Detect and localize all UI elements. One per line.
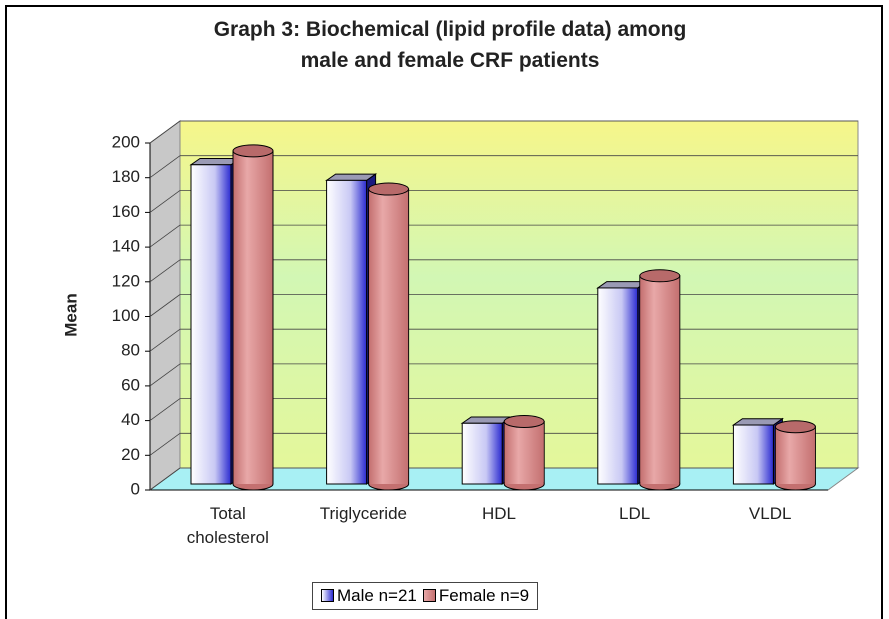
bar-top	[325, 173, 378, 181]
cylinder-mask	[369, 189, 409, 485]
chart-title: Graph 3: Biochemical (lipid profile data…	[213, 18, 687, 72]
y-tick-label: 140	[112, 237, 140, 256]
x-tick-label: Total cholesterol	[186, 504, 269, 547]
y-tick-label: 80	[121, 341, 140, 360]
y-tick-label: 20	[121, 445, 140, 464]
y-tick-label: 180	[112, 167, 140, 186]
cylinder-mask	[640, 275, 680, 484]
y-tick-label: 100	[112, 306, 140, 325]
legend-label: Male n=21	[337, 586, 417, 605]
legend: Male n=21 Female n=9	[312, 582, 539, 610]
bar-front	[732, 424, 774, 485]
cylinder-top	[503, 415, 545, 429]
grid-line-side	[149, 328, 181, 352]
bar-front	[326, 179, 368, 485]
bar	[460, 416, 513, 485]
legend-label: Female n=9	[438, 586, 530, 605]
grid-line-side	[149, 467, 181, 491]
cylinder-top	[368, 182, 410, 196]
grid-line-side	[149, 190, 181, 213]
bar	[232, 144, 274, 491]
legend-item: Male n=21	[321, 586, 417, 606]
bar	[503, 415, 545, 491]
legend-swatch	[321, 589, 334, 602]
grid-line-side	[149, 432, 181, 456]
bar-top	[731, 418, 784, 426]
y-tick-label: 200	[112, 132, 140, 151]
grid-line-side	[149, 120, 181, 144]
y-tick-label: 160	[112, 202, 140, 221]
cylinder-top	[639, 269, 681, 283]
y-tick-label: 40	[121, 410, 140, 429]
frame	[5, 5, 883, 619]
cylinder-mask	[775, 426, 815, 484]
bar	[774, 420, 816, 491]
legend-item: Female n=9	[422, 586, 530, 606]
legend-swatch	[422, 589, 436, 602]
x-tick-label: HDL	[481, 504, 516, 523]
y-axis-label: Mean	[61, 293, 80, 336]
grid-line-side	[149, 259, 181, 283]
grid-line-side	[149, 224, 181, 248]
y-tick-label: 60	[121, 375, 140, 394]
y-tick-label: 0	[131, 479, 140, 498]
cylinder-top	[774, 420, 816, 434]
bar-front	[461, 422, 503, 485]
grid-line-side	[149, 363, 181, 387]
cylinder-mask	[504, 421, 544, 484]
x-tick-label: VLDL	[748, 504, 792, 523]
bar	[639, 269, 681, 491]
bar-front	[597, 287, 639, 485]
cylinder-mask	[233, 150, 273, 484]
x-tick-label: LDL	[619, 504, 651, 523]
x-tick-label: Triglyceride	[319, 504, 407, 523]
y-tick-label: 120	[112, 271, 140, 290]
bar-front	[190, 164, 232, 485]
cylinder-top	[232, 144, 274, 158]
grid-line-side	[149, 155, 181, 179]
grid-line-side	[149, 398, 181, 421]
bar	[731, 417, 784, 485]
bar	[368, 182, 410, 491]
grid-line-side	[149, 294, 181, 317]
